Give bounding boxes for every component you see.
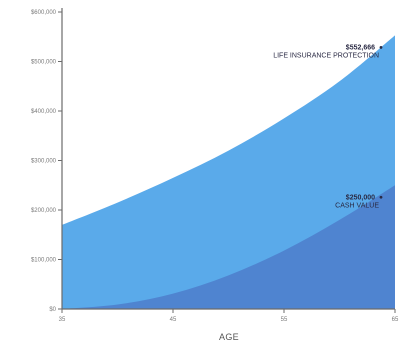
- y-tick-label: $0: [49, 307, 56, 313]
- x-tick-label: 45: [170, 317, 177, 323]
- series-name-label: LIFE INSURANCE PROTECTION: [273, 52, 379, 59]
- series-name-label: CASH VALUE: [335, 202, 379, 209]
- annotation-marker: [379, 195, 383, 199]
- y-tick-label: $100,000: [31, 258, 57, 264]
- annotation-value: $250,000: [346, 194, 375, 201]
- x-tick-label: 65: [392, 317, 399, 323]
- y-tick-label: $300,000: [31, 159, 57, 165]
- annotation-value: $552,666: [346, 44, 375, 51]
- x-tick-label: 55: [281, 317, 288, 323]
- chart-axes: $0 $100,000 $200,000 $300,000 $400,000 $500,0…: [31, 8, 399, 323]
- y-tick-label: $600,000: [31, 10, 57, 16]
- annotation-marker: [379, 46, 383, 49]
- y-tick-label: $400,000: [31, 109, 57, 115]
- x-axis-title: AGE: [219, 332, 239, 342]
- chart-areas: [62, 35, 395, 310]
- area-series-1: [62, 185, 395, 309]
- y-tick-label: $500,000: [31, 60, 57, 66]
- x-tick-label: 35: [59, 317, 66, 323]
- y-tick-label: $200,000: [31, 208, 57, 214]
